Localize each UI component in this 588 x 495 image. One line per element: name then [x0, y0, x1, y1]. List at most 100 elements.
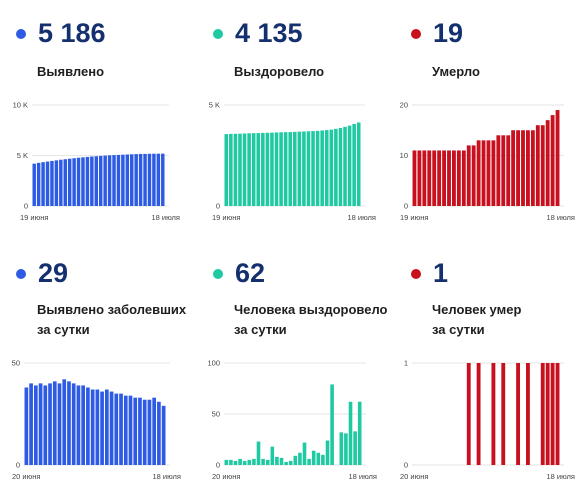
bar: [85, 156, 90, 206]
bar: [339, 432, 344, 465]
bar: [81, 385, 86, 465]
bar: [161, 405, 166, 465]
bar: [274, 132, 279, 206]
y-tick-label: 50: [212, 410, 220, 419]
bar: [338, 128, 343, 206]
panel-label: Человек умер за сутки: [432, 300, 521, 340]
bar: [76, 385, 81, 465]
bar: [81, 157, 85, 206]
label-line: Человека выздоровело: [234, 302, 388, 317]
bar: [36, 162, 41, 206]
bar: [38, 383, 43, 465]
bar: [298, 452, 302, 465]
legend-dot: [213, 28, 223, 39]
bar: [288, 132, 292, 206]
bar: [265, 459, 270, 465]
bar: [412, 150, 417, 206]
chart-deaths: 0 10 20 19 июня 18 июля: [400, 101, 575, 223]
bar: [320, 130, 324, 206]
bar: [283, 132, 288, 206]
bar: [43, 385, 48, 465]
bar: [491, 363, 496, 465]
bar: [130, 154, 134, 206]
x-end-label: 18 июля: [546, 472, 575, 481]
legend-dot: [213, 268, 223, 279]
bar: [293, 455, 298, 465]
y-tick-label: 0: [404, 461, 408, 470]
bar: [128, 395, 133, 465]
bar: [270, 132, 274, 206]
bar: [229, 133, 233, 206]
bar: [33, 385, 38, 465]
bar: [224, 134, 229, 206]
bar: [67, 381, 71, 465]
bar: [229, 459, 233, 465]
headline-number: 19: [433, 18, 464, 48]
bar: [261, 132, 265, 206]
bar: [442, 150, 446, 206]
x-start-label: 20 июня: [12, 472, 40, 481]
bar: [256, 133, 261, 206]
bar: [41, 162, 45, 206]
y-tick-label: 0: [16, 461, 20, 470]
bar: [344, 433, 348, 465]
bar: [417, 150, 422, 206]
bar: [152, 153, 156, 206]
label-line: за сутки: [37, 322, 90, 337]
bar: [138, 153, 143, 206]
bar: [112, 155, 116, 206]
bar: [501, 363, 506, 465]
headline-number: 29: [38, 258, 69, 288]
bar: [540, 363, 545, 465]
x-start-label: 20 июня: [400, 472, 428, 481]
label-line: за сутки: [432, 322, 485, 337]
bar: [251, 133, 256, 206]
bar: [156, 153, 161, 206]
bar: [90, 389, 95, 465]
bar: [138, 397, 142, 465]
bar: [142, 399, 147, 465]
panel-label: Выздоровело: [234, 62, 324, 82]
panel-label: Человека выздоровело за сутки: [234, 300, 388, 340]
bar: [325, 440, 330, 465]
bar: [466, 363, 471, 465]
bar: [90, 156, 94, 206]
bar: [242, 133, 247, 206]
y-tick-label: 10: [400, 151, 408, 160]
bar: [24, 387, 29, 465]
bar: [311, 450, 316, 465]
bar: [275, 456, 279, 465]
legend-dot: [16, 28, 26, 39]
bar: [103, 155, 107, 206]
headline: 4 135: [213, 18, 303, 49]
x-end-label: 18 июля: [546, 213, 575, 222]
bar: [279, 132, 283, 206]
bar: [152, 397, 157, 465]
bar: [125, 154, 130, 206]
bar: [511, 130, 516, 206]
chart-daily-detected: 0 50 20 июня 18 июля: [12, 359, 181, 482]
headline: 1: [411, 258, 448, 289]
bar: [486, 140, 491, 206]
bar: [233, 460, 238, 465]
bar: [109, 391, 114, 465]
bar: [62, 379, 67, 465]
bar: [72, 158, 76, 206]
bar: [302, 131, 306, 206]
bar: [476, 140, 481, 206]
y-tick-label: 0: [216, 202, 220, 211]
chart-daily-deaths: 0 1 20 июня 18 июля: [400, 359, 575, 482]
bar: [307, 458, 311, 465]
bar: [526, 363, 530, 465]
label-line: Умерло: [432, 64, 480, 79]
panel-label: Выявлено заболевших за сутки: [37, 300, 186, 340]
bar: [284, 461, 288, 465]
bar: [50, 160, 54, 206]
bar: [98, 155, 103, 206]
panel-label: Выявлено: [37, 62, 104, 82]
bar: [121, 154, 125, 206]
bar: [432, 150, 437, 206]
x-start-label: 19 июня: [400, 213, 428, 222]
x-end-label: 18 июля: [152, 472, 181, 481]
bar: [476, 363, 481, 465]
